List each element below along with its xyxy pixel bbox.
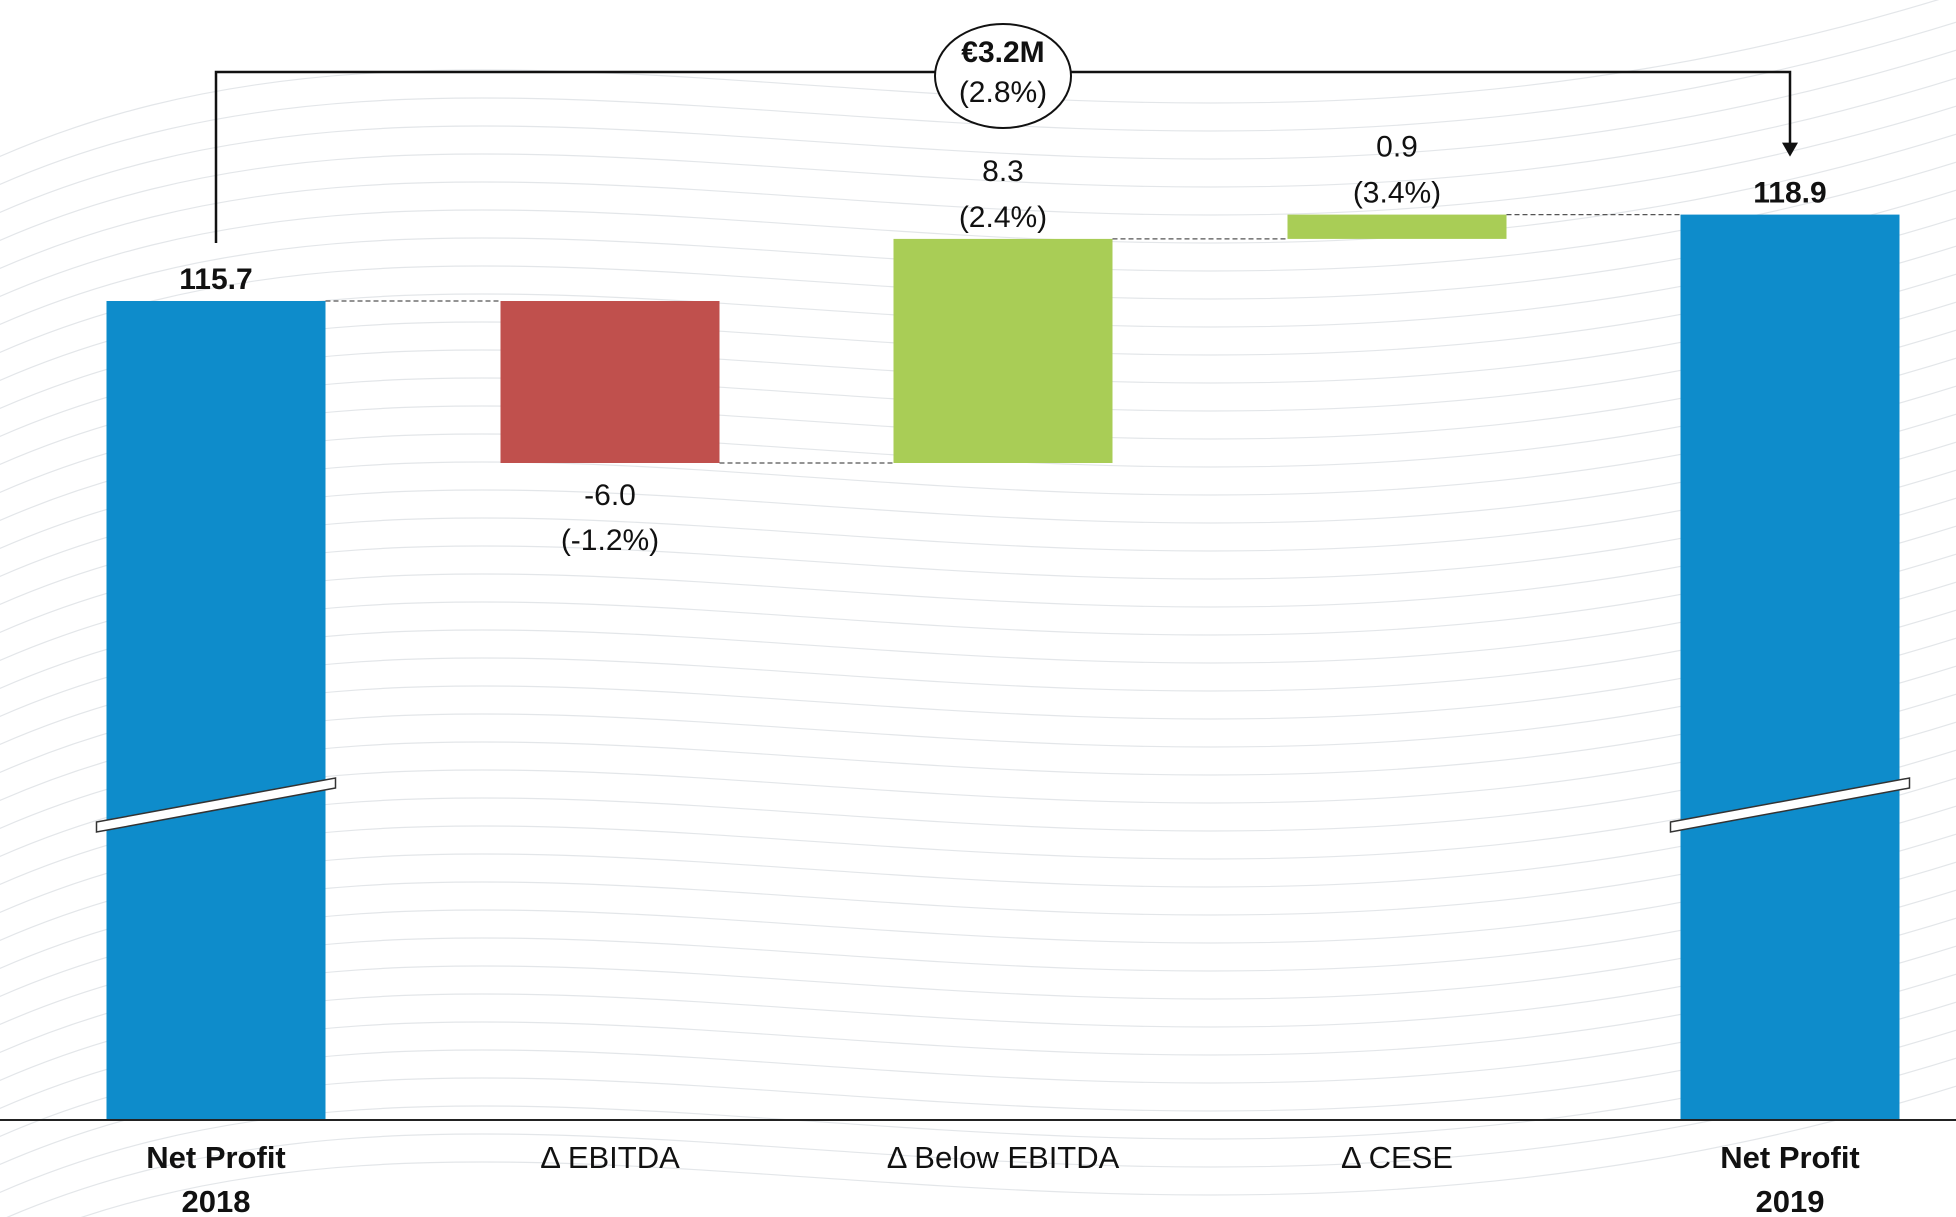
background-wave-line — [0, 189, 1956, 354]
background-wave-line — [80, 1085, 1956, 1217]
axis-break-mark — [95, 777, 337, 833]
bar-value-label: 0.9 — [1376, 131, 1418, 164]
background-wave-line — [0, 161, 1956, 326]
category-label: Δ Below EBITDA — [887, 1140, 1120, 1175]
background-wave-line — [0, 21, 1956, 186]
bar-percent-label: (2.4%) — [959, 201, 1047, 234]
bar-value-label: 115.7 — [179, 263, 252, 296]
background-wave-line — [0, 77, 1956, 242]
category-label: Net Profit — [1720, 1140, 1860, 1175]
bar-value-label: 118.9 — [1753, 177, 1826, 210]
total-change-percent: (2.8%) — [959, 76, 1047, 109]
category-label: Δ CESE — [1341, 1140, 1453, 1175]
background-wave-line — [0, 1029, 1956, 1194]
connector-lines — [325, 213, 1681, 464]
bar-delta-1 — [500, 301, 720, 463]
category-label-line2: 2018 — [182, 1184, 251, 1217]
background-wave-line — [0, 49, 1956, 214]
total-change-ellipse — [934, 23, 1072, 129]
background-wave-line — [0, 133, 1956, 298]
axis-break-mark — [1669, 777, 1911, 833]
background-wave-line — [6, 1057, 1956, 1217]
value-labels: 115.7 -6.0 (-1.2%) (2.4%) 8.3 (3.4%) 0.9 118.9 — [179, 131, 1826, 557]
bar-value-label: 8.3 — [982, 155, 1024, 188]
category-labels: Net Profit 2018 Δ EBITDA Δ Below EBITDA Δ CE… — [146, 1140, 1860, 1217]
background-wave-line — [0, 105, 1956, 270]
bar-percent-label: (-1.2%) — [561, 524, 659, 557]
bars — [95, 214, 1911, 1121]
bar-delta-2 — [893, 238, 1113, 463]
bar-total-0 — [106, 301, 326, 1120]
total-change-bracket: €3.2M (2.8%) — [214, 23, 1798, 243]
bar-total-4 — [1680, 214, 1900, 1121]
total-change-arrow — [1782, 142, 1798, 157]
bar-delta-3 — [1287, 214, 1507, 239]
category-label: Net Profit — [146, 1140, 286, 1175]
bar-value-label: -6.0 — [584, 479, 636, 512]
total-change-value: €3.2M — [961, 36, 1044, 69]
background-wave-line — [0, 0, 1940, 158]
bar-percent-label: (3.4%) — [1353, 177, 1441, 210]
category-label: Δ EBITDA — [540, 1140, 680, 1175]
category-label-line2: 2019 — [1756, 1184, 1825, 1217]
